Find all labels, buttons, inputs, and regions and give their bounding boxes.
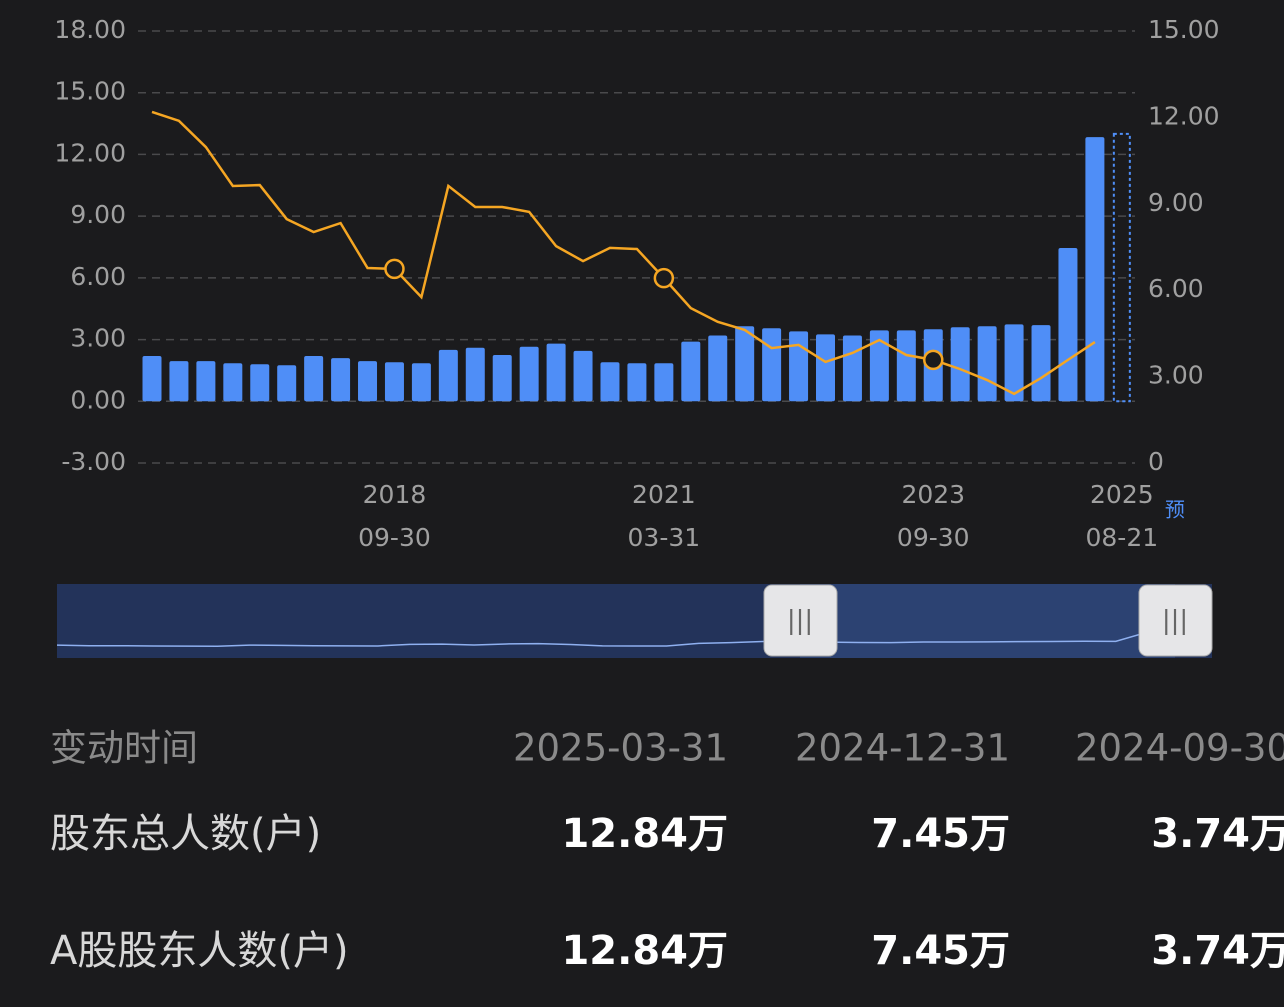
bar bbox=[519, 346, 539, 402]
bar bbox=[1004, 324, 1024, 402]
bar bbox=[681, 341, 701, 402]
bar bbox=[277, 365, 297, 402]
x-tick-label: 2018 bbox=[363, 480, 427, 509]
x-tick-label: 09-30 bbox=[358, 523, 431, 552]
y-tick-label: 0.00 bbox=[70, 385, 126, 414]
forecast-bar bbox=[1112, 132, 1131, 403]
table-cell: 3.74万 bbox=[1151, 811, 1284, 857]
y2-tick-label: 9.00 bbox=[1148, 188, 1204, 217]
handle-grip: ||| bbox=[787, 606, 813, 636]
table-header: 2024-09-30 bbox=[1075, 727, 1284, 770]
table-cell: 12.84万 bbox=[561, 928, 728, 974]
bar bbox=[492, 355, 512, 402]
table-header: 2025-03-31 bbox=[513, 727, 728, 770]
bar bbox=[465, 347, 485, 402]
bar bbox=[816, 334, 835, 402]
y-tick-label: -3.00 bbox=[61, 447, 126, 476]
forecast-label: 预 bbox=[1165, 498, 1185, 522]
y2-tick-label: 15.00 bbox=[1148, 15, 1220, 44]
x-tick-label: 2025 bbox=[1090, 480, 1154, 509]
bar bbox=[869, 330, 889, 402]
table-cell: A股股东人数(户) bbox=[50, 928, 349, 974]
bar bbox=[600, 362, 620, 402]
bar bbox=[169, 361, 189, 402]
y-tick-label: 18.00 bbox=[54, 15, 126, 44]
line-marker bbox=[653, 267, 675, 289]
y-tick-label: 15.00 bbox=[54, 77, 126, 106]
y-tick-label: 3.00 bbox=[70, 324, 126, 353]
x-tick-label: 2021 bbox=[632, 480, 696, 509]
table-cell: 3.74万 bbox=[1151, 928, 1284, 974]
bar bbox=[762, 328, 782, 402]
bar bbox=[384, 362, 404, 402]
table-header: 变动时间 bbox=[50, 727, 198, 770]
zoom-handle[interactable] bbox=[1138, 584, 1213, 657]
bar bbox=[950, 327, 970, 402]
bar bbox=[331, 358, 351, 402]
bar bbox=[842, 335, 862, 402]
table-cell: 股东总人数(户) bbox=[50, 811, 321, 857]
zoom-handle[interactable] bbox=[763, 584, 838, 657]
bar bbox=[546, 343, 566, 402]
x-tick-label: 03-31 bbox=[628, 523, 701, 552]
y2-tick-label: 0 bbox=[1148, 447, 1164, 476]
y-tick-label: 9.00 bbox=[70, 200, 126, 229]
line-marker bbox=[923, 349, 944, 371]
bar bbox=[977, 326, 997, 402]
zoom-line bbox=[56, 617, 1181, 647]
bar bbox=[142, 356, 162, 402]
bar bbox=[789, 331, 809, 402]
bar bbox=[1058, 248, 1078, 402]
table-cell: 12.84万 bbox=[561, 811, 728, 857]
bar bbox=[735, 326, 755, 402]
bar bbox=[438, 349, 458, 402]
bar bbox=[654, 363, 674, 402]
y2-tick-label: 3.00 bbox=[1148, 361, 1204, 390]
y-tick-label: 6.00 bbox=[70, 262, 126, 291]
bar bbox=[196, 361, 216, 402]
line-marker bbox=[384, 258, 405, 280]
bar bbox=[708, 335, 728, 402]
bar bbox=[223, 363, 243, 402]
bar bbox=[411, 363, 431, 402]
x-tick-label: 2023 bbox=[901, 480, 965, 509]
bar bbox=[358, 361, 378, 402]
table-header: 2024-12-31 bbox=[795, 727, 1010, 770]
bar bbox=[573, 350, 593, 402]
bar bbox=[896, 330, 916, 402]
bar bbox=[1085, 137, 1105, 402]
y-tick-label: 12.00 bbox=[54, 138, 126, 167]
x-tick-label: 08-21 bbox=[1086, 523, 1159, 552]
bar bbox=[304, 356, 324, 402]
y2-tick-label: 12.00 bbox=[1148, 101, 1220, 130]
table-cell: 7.45万 bbox=[871, 928, 1010, 974]
bar bbox=[250, 364, 270, 402]
y2-tick-label: 6.00 bbox=[1148, 274, 1204, 303]
zoom-window bbox=[800, 584, 1175, 658]
bar bbox=[627, 363, 647, 402]
x-tick-label: 09-30 bbox=[897, 523, 970, 552]
bar bbox=[1031, 325, 1051, 402]
table-cell: 7.45万 bbox=[871, 811, 1010, 857]
handle-grip: ||| bbox=[1162, 606, 1188, 636]
